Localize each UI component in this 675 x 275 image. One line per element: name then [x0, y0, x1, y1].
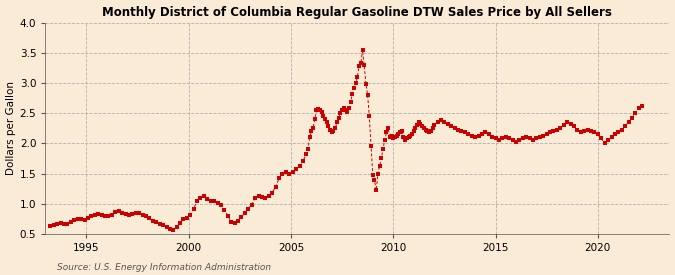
- Text: Source: U.S. Energy Information Administration: Source: U.S. Energy Information Administ…: [57, 263, 271, 272]
- Y-axis label: Dollars per Gallon: Dollars per Gallon: [5, 81, 16, 175]
- Title: Monthly District of Columbia Regular Gasoline DTW Sales Price by All Sellers: Monthly District of Columbia Regular Gas…: [103, 6, 612, 18]
